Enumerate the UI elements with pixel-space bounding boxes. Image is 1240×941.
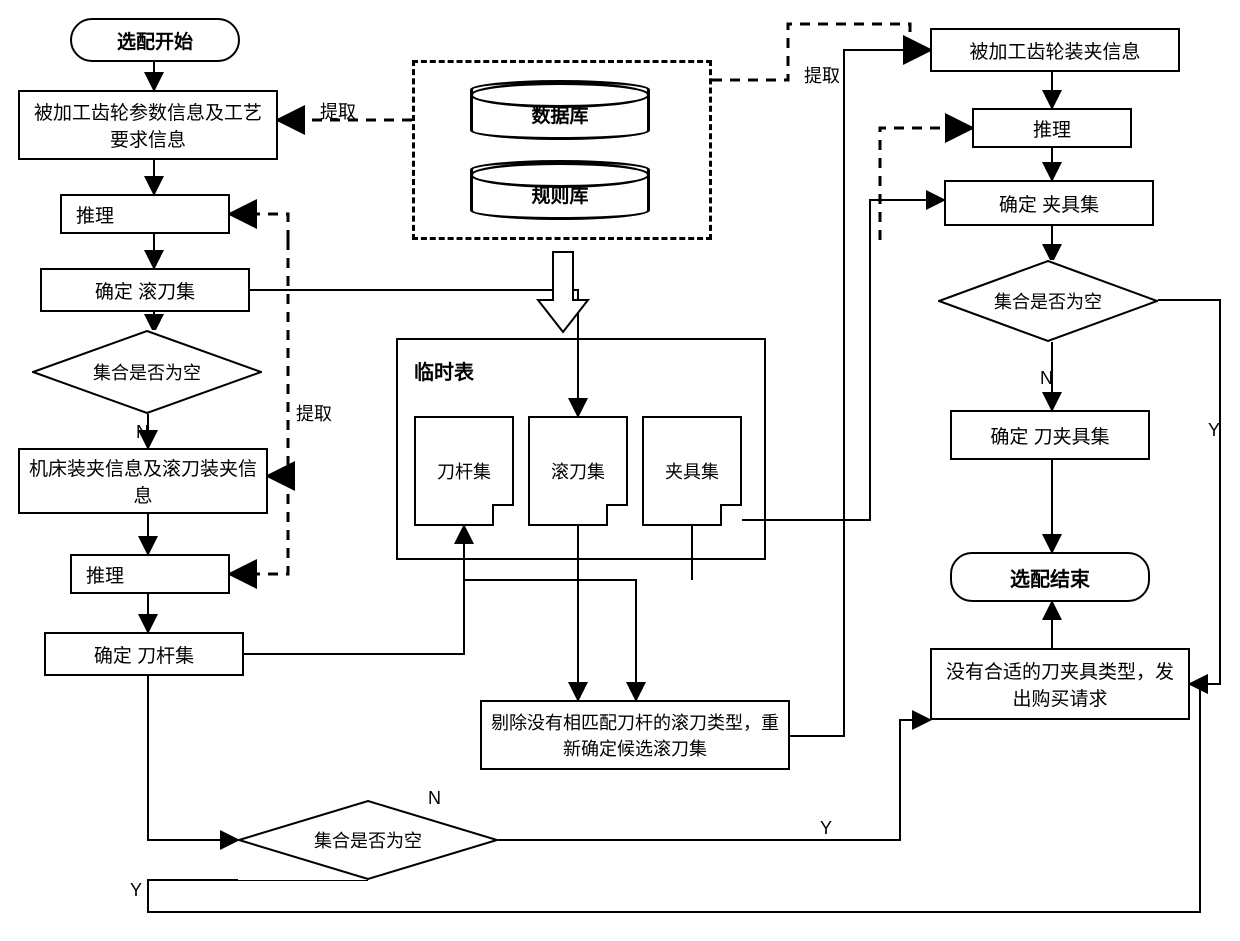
reason2-box: 推理 — [70, 554, 230, 594]
database-label: 数据库 — [531, 101, 588, 128]
y2-label: Y — [820, 818, 832, 839]
gear-params-label: 被加工齿轮参数信息及工艺要求信息 — [26, 98, 270, 152]
reason3-box: 推理 — [972, 108, 1132, 148]
n1-label: N — [136, 422, 149, 443]
reason1-label: 推理 — [76, 201, 114, 228]
n2-label: N — [1040, 368, 1053, 389]
doc-toolbar: 刀杆集 — [414, 416, 514, 526]
extract3-label: 提取 — [804, 62, 840, 88]
gear-clamp-label: 被加工齿轮装夹信息 — [969, 37, 1140, 64]
block-arrow — [538, 252, 588, 332]
gear-params-box: 被加工齿轮参数信息及工艺要求信息 — [18, 90, 278, 160]
end-terminator: 选配结束 — [950, 552, 1150, 602]
extract2-label: 提取 — [296, 400, 332, 426]
no-suitable-box: 没有合适的刀夹具类型，发出购买请求 — [930, 648, 1190, 720]
doc-hob: 滚刀集 — [528, 416, 628, 526]
decision-2: 集合是否为空 — [938, 260, 1158, 342]
reason1-box: 推理 — [60, 194, 230, 234]
end-label: 选配结束 — [1010, 563, 1090, 592]
start-label: 选配开始 — [117, 27, 193, 54]
no-suitable-label: 没有合适的刀夹具类型，发出购买请求 — [938, 657, 1182, 711]
machine-info-label: 机床装夹信息及滚刀装夹信息 — [26, 454, 260, 508]
extract1-label: 提取 — [320, 98, 356, 124]
re-hob-label: 剔除没有相匹配刀杆的滚刀类型，重新确定候选滚刀集 — [488, 709, 782, 761]
reason3-label: 推理 — [1033, 115, 1071, 142]
decision-1-label: 集合是否为空 — [93, 359, 201, 385]
toolbar-set-box: 确定 刀杆集 — [44, 632, 244, 676]
decision-3: 集合是否为空 — [238, 800, 498, 880]
reason2-label: 推理 — [86, 561, 124, 588]
hob-set-label: 确定 滚刀集 — [95, 277, 195, 304]
doc-fixture: 夹具集 — [642, 416, 742, 526]
hob-set-box: 确定 滚刀集 — [40, 268, 250, 312]
machine-info-box: 机床装夹信息及滚刀装夹信息 — [18, 448, 268, 514]
flowchart-canvas: 选配开始 选配结束 被加工齿轮参数信息及工艺要求信息 推理 确定 滚刀集 集合是… — [0, 0, 1240, 941]
y3-label: Y — [130, 880, 142, 901]
fixture-set-label: 确定 夹具集 — [999, 190, 1099, 217]
toolbar-set-label: 确定 刀杆集 — [94, 641, 194, 668]
rules-label: 规则库 — [531, 181, 588, 208]
decision-3-label: 集合是否为空 — [314, 827, 422, 853]
tool-fixture-box: 确定 刀夹具集 — [950, 410, 1150, 460]
y1-label: Y — [1208, 420, 1220, 441]
decision-2-label: 集合是否为空 — [994, 288, 1102, 314]
rules-cyl: 规则库 — [470, 160, 650, 220]
database-cyl: 数据库 — [470, 80, 650, 140]
decision-1: 集合是否为空 — [32, 330, 262, 414]
gear-clamp-box: 被加工齿轮装夹信息 — [930, 28, 1180, 72]
start-terminator: 选配开始 — [70, 18, 240, 62]
n3-label: N — [428, 788, 441, 809]
temp-table-title: 临时表 — [414, 356, 474, 385]
re-hob-box: 剔除没有相匹配刀杆的滚刀类型，重新确定候选滚刀集 — [480, 700, 790, 770]
tool-fixture-label: 确定 刀夹具集 — [990, 422, 1109, 449]
fixture-set-box: 确定 夹具集 — [944, 180, 1154, 226]
